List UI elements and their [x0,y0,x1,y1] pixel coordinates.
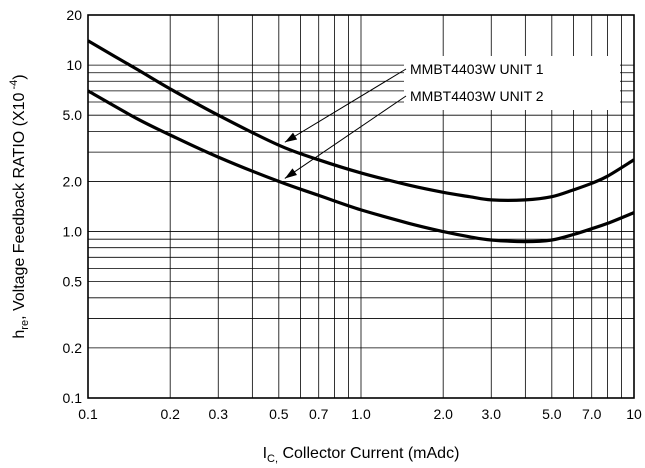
x-axis-title: IC, Collector Current (mAdc) [263,445,460,465]
x-tick-label: 0.3 [209,406,229,422]
x-tick-labels: 0.1 0.2 0.3 0.5 0.7 1.0 2.0 3.0 5.0 7.0 10 [78,406,642,422]
y-tick-label: 0.5 [63,274,83,290]
series-lines [87,39,635,244]
x-tick-label: 5.0 [542,406,562,422]
y-tick-label: 0.2 [63,340,83,356]
legend-arrow-line-2 [284,95,407,179]
y-tick-label: 10 [66,57,82,73]
legend-background [404,56,620,110]
x-tick-label: 0.2 [160,406,180,422]
y-axis-title-sup: -4 [8,80,20,93]
x-axis-title-rest: Collector Current (mAdc) [278,445,459,462]
y-tick-label: 2.0 [63,173,83,189]
y-axis-title-rest: , Voltage Feedback RATIO (X10 [11,92,28,319]
y-tick-label: 1.0 [63,224,83,240]
legend-arrow-line-1 [284,68,407,143]
x-tick-label: 2.0 [433,406,453,422]
y-tick-label: 0.1 [63,390,83,406]
series-line-1 [87,39,635,202]
series-line-2 [87,89,635,244]
y-tick-label: 20 [66,7,82,23]
y-tick-label: 5.0 [63,107,83,123]
y-axis-title-sub: re [19,320,31,330]
x-axis-title-sub: C, [267,453,278,465]
y-axis-title: hre, Voltage Feedback RATIO (X10 -4) [8,74,31,338]
x-tick-label: 3.0 [482,406,502,422]
legend-entry-1: MMBT4403W UNIT 1 [410,61,544,77]
legend-arrows [284,68,407,179]
legend-panel [404,56,620,110]
legend-arrow-head-2 [284,168,297,179]
plot-frame [87,14,635,399]
y-axis-title-end: ) [11,74,28,79]
legend-entry-2: MMBT4403W UNIT 2 [410,88,544,104]
y-tick-labels: 0.1 0.2 0.5 1.0 2.0 5.0 10 20 [63,7,83,406]
legend-arrow-head-1 [284,132,298,143]
x-tick-label: 7.0 [582,406,602,422]
x-tick-label: 0.1 [78,406,98,422]
x-tick-label: 1.0 [351,406,371,422]
y-axis-title-main: h [11,330,28,339]
legend: MMBT4403W UNIT 1 MMBT4403W UNIT 2 [410,61,544,104]
x-tick-label: 0.5 [269,406,289,422]
x-tick-label: 10 [626,406,642,422]
x-tick-label: 0.7 [309,406,329,422]
x-axis-title-main: I [263,445,267,462]
